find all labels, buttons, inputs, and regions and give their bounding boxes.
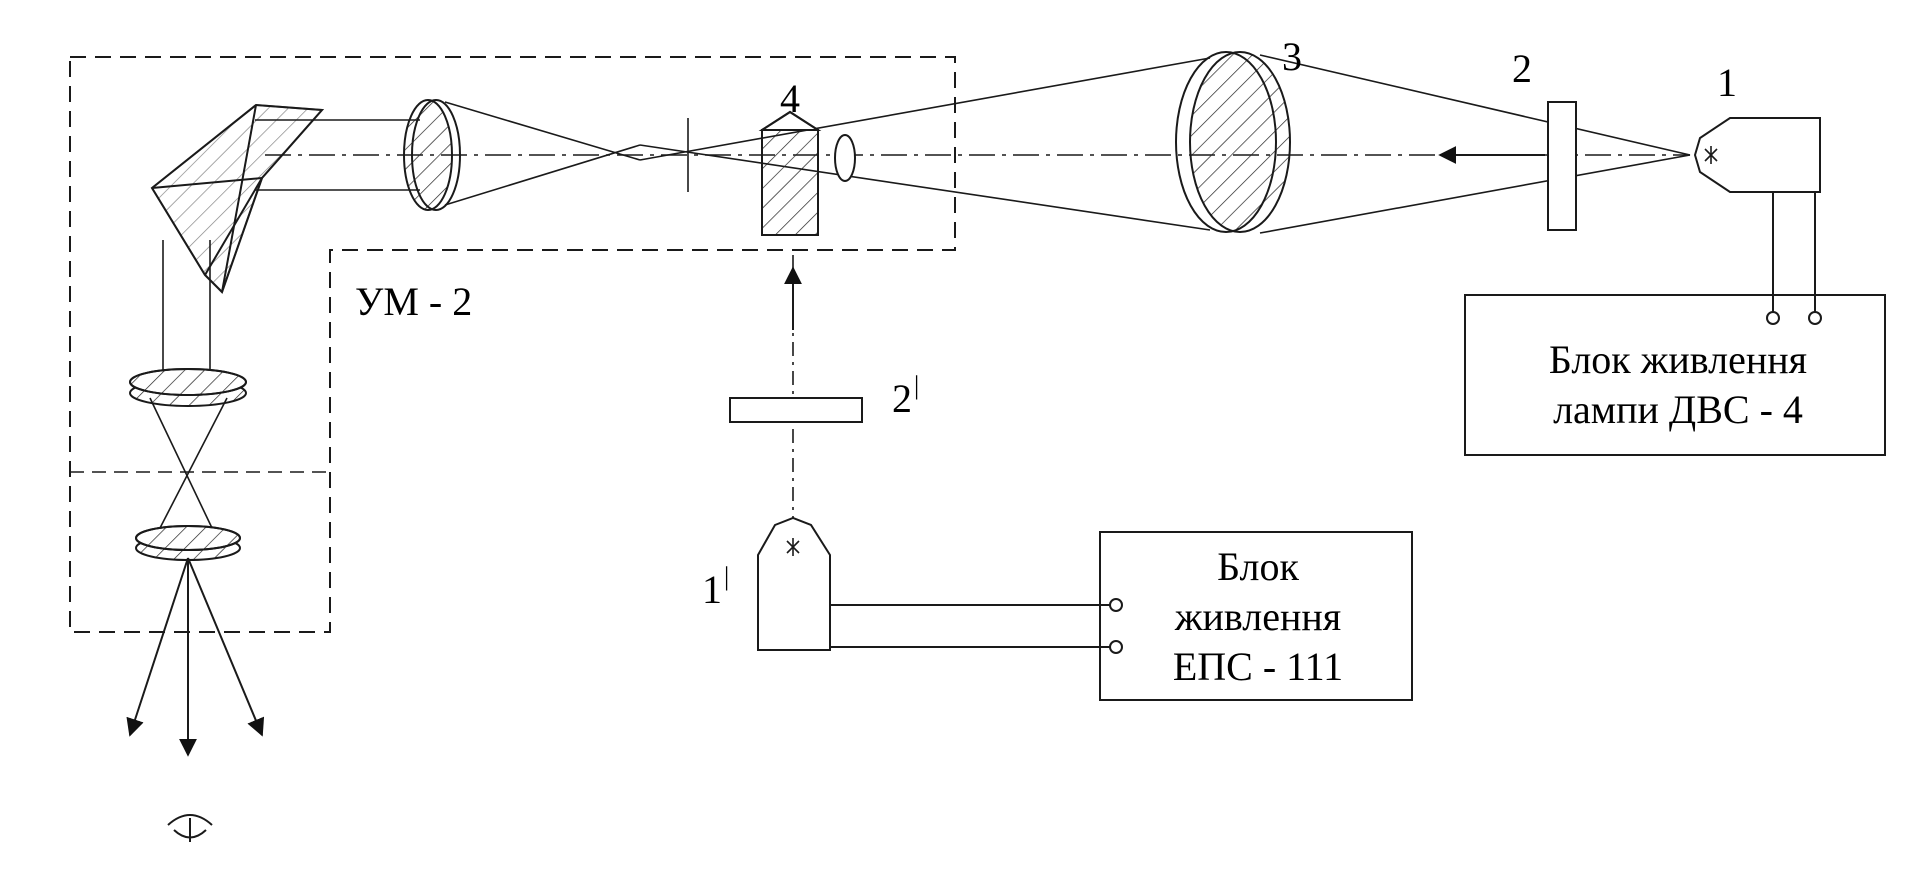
filter-2-prime <box>729 397 863 423</box>
light-rays <box>149 54 1691 529</box>
label-4: 4 <box>780 76 800 121</box>
label-1-prime: 1 <box>702 567 722 612</box>
psu-eps-box: Блок живлення ЕПС - 111 <box>1099 531 1413 701</box>
wires-dvs <box>1766 192 1822 325</box>
eye-icon <box>167 814 213 842</box>
psu-eps-line3: ЕПС - 111 <box>1173 644 1343 689</box>
eyepiece-lens <box>135 525 241 561</box>
label-2-prime-mark: | <box>914 371 919 400</box>
psu-eps-line2: живлення <box>1174 594 1341 639</box>
dispersing-prism <box>150 103 325 294</box>
lens-3 <box>1175 51 1291 233</box>
label-3: 3 <box>1282 34 1302 79</box>
background-ghost-text <box>0 0 1929 40</box>
psu-eps-line1: Блок <box>1217 544 1299 589</box>
filter-2 <box>1547 101 1577 231</box>
psu-dvs-line2: лампи ДВС - 4 <box>1553 387 1803 432</box>
psu-dvs-box: Блок живлення лампи ДВС - 4 <box>1464 294 1886 456</box>
label-1-prime-mark: | <box>724 562 729 591</box>
um2-housing-outline <box>69 56 956 633</box>
lamp-eps <box>757 516 831 651</box>
psu-dvs-line1: Блок живлення <box>1549 337 1807 382</box>
label-2: 2 <box>1512 46 1532 91</box>
lamp-dvs <box>1693 117 1821 193</box>
prism-4 <box>758 110 856 236</box>
objective-lens <box>129 368 247 407</box>
output-rays <box>126 557 265 757</box>
collimator-lens <box>403 99 461 211</box>
label-um2: УМ - 2 <box>355 279 472 324</box>
label-2-prime: 2 <box>892 376 912 421</box>
label-1: 1 <box>1717 60 1737 105</box>
wires-eps <box>830 598 1123 654</box>
